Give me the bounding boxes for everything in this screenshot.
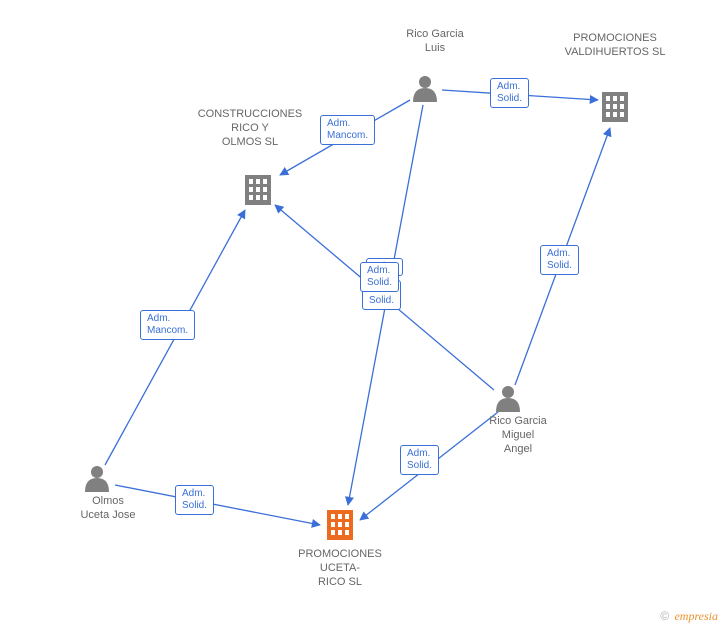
- edge-label: Adm. Solid.: [490, 78, 529, 108]
- company-icon: [602, 92, 628, 122]
- node-label-olmos_jose: Olmos Uceta Jose: [68, 495, 148, 523]
- edge-label: Adm. Mancom.: [320, 115, 375, 145]
- diagram-canvas: [0, 0, 728, 630]
- edge-label: Adm. Solid.: [400, 445, 439, 475]
- credit-line: © empresia: [660, 609, 718, 624]
- edge-label: Adm. Mancom.: [140, 310, 195, 340]
- person-icon: [85, 466, 109, 492]
- copyright-symbol: ©: [660, 609, 669, 623]
- node-label-promo_uceta_rico: PROMOCIONES UCETA- RICO SL: [290, 548, 390, 589]
- node-label-rico_miguel: Rico Garcia Miguel Angel: [478, 415, 558, 456]
- company-focus-icon: [327, 510, 353, 540]
- person-icon: [413, 76, 437, 102]
- edge-label: Adm. Solid.: [175, 485, 214, 515]
- node-label-promo_valdi: PROMOCIONES VALDIHUERTOS SL: [555, 32, 675, 60]
- company-icon: [245, 175, 271, 205]
- brand-name: empresia: [674, 609, 718, 623]
- node-label-rico_luis: Rico Garcia Luis: [400, 28, 470, 56]
- edge-label: Adm. Solid.: [360, 262, 399, 292]
- person-icon: [496, 386, 520, 412]
- node-label-constr_rico_olmos: CONSTRUCCIONES RICO Y OLMOS SL: [190, 108, 310, 149]
- edge-label: Adm. Solid.: [540, 245, 579, 275]
